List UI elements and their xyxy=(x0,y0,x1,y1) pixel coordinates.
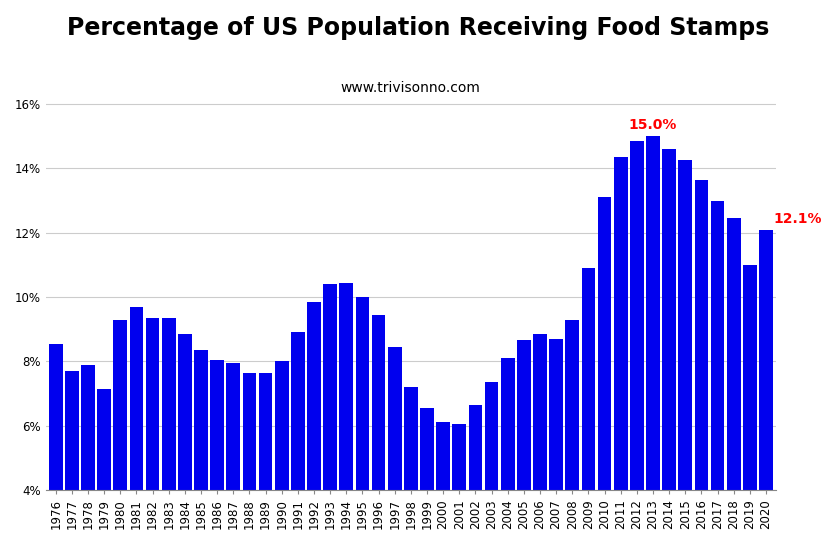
Bar xyxy=(404,387,417,490)
Bar xyxy=(694,180,707,490)
Bar xyxy=(65,371,79,490)
Bar xyxy=(48,344,63,490)
Text: Percentage of US Population Receiving Food Stamps: Percentage of US Population Receiving Fo… xyxy=(67,16,769,40)
Bar xyxy=(387,347,401,490)
Bar xyxy=(710,201,723,490)
Bar xyxy=(468,405,482,490)
Bar xyxy=(81,364,94,490)
Bar xyxy=(500,358,514,490)
Bar xyxy=(517,341,530,490)
Bar xyxy=(323,284,337,490)
Title: www.trivisonno.com: www.trivisonno.com xyxy=(340,81,480,95)
Bar xyxy=(242,373,256,490)
Bar xyxy=(742,265,756,490)
Bar xyxy=(194,350,207,490)
Bar xyxy=(210,360,224,490)
Bar xyxy=(355,297,369,490)
Bar xyxy=(226,363,240,490)
Bar xyxy=(113,319,127,490)
Bar xyxy=(581,268,594,490)
Text: 15.0%: 15.0% xyxy=(628,119,676,133)
Bar xyxy=(274,361,288,490)
Bar xyxy=(630,141,643,490)
Bar xyxy=(420,408,433,490)
Bar xyxy=(97,389,111,490)
Bar xyxy=(145,318,159,490)
Bar xyxy=(661,149,675,490)
Bar xyxy=(178,334,191,490)
Text: 12.1%: 12.1% xyxy=(772,212,821,226)
Bar xyxy=(291,332,304,490)
Bar xyxy=(371,315,385,490)
Bar xyxy=(307,302,320,490)
Bar xyxy=(436,423,450,490)
Bar xyxy=(484,382,497,490)
Bar xyxy=(678,160,691,490)
Bar xyxy=(758,230,772,490)
Bar xyxy=(161,318,176,490)
Bar xyxy=(548,339,563,490)
Bar xyxy=(130,307,143,490)
Bar xyxy=(597,197,610,490)
Bar xyxy=(645,137,659,490)
Bar xyxy=(451,424,466,490)
Bar xyxy=(613,157,627,490)
Bar xyxy=(339,283,353,490)
Bar xyxy=(564,319,579,490)
Bar xyxy=(726,218,740,490)
Bar xyxy=(258,373,272,490)
Bar xyxy=(533,334,546,490)
